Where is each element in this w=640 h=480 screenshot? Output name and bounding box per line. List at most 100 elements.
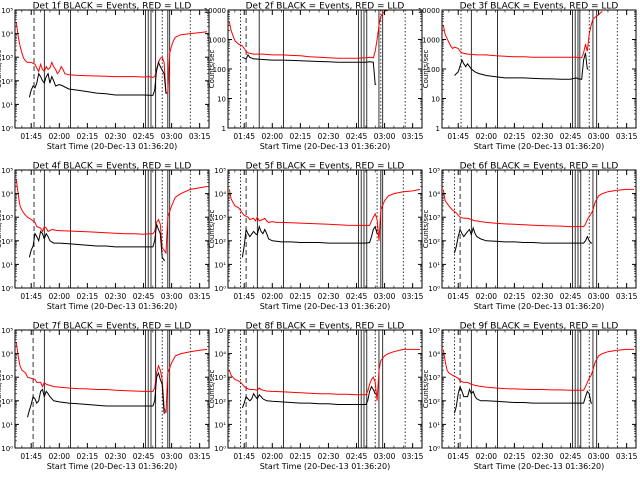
x-tick-label: 02:15 bbox=[77, 132, 99, 141]
x-tick-label: 01:45 bbox=[20, 292, 42, 301]
x-tick-label: 01:45 bbox=[233, 292, 255, 301]
events-series-line bbox=[28, 224, 165, 261]
plot-frame bbox=[441, 169, 637, 289]
panel-title: Det 2f BLACK = Events, RED = LLD bbox=[246, 2, 405, 12]
x-tick-label: 02:45 bbox=[133, 132, 155, 141]
y-tick-label: 10¹ bbox=[428, 421, 440, 429]
events-series-line bbox=[241, 224, 378, 258]
plot-area bbox=[15, 10, 208, 128]
detector-panel-7: Det 7f BLACK = Events, RED = LLD 10⁰ 10¹ 10… bbox=[0, 322, 211, 472]
x-tick-label: 02:45 bbox=[133, 292, 155, 301]
y-tick-label: 10² bbox=[1, 78, 13, 86]
y-tick-label: 10⁰ bbox=[428, 445, 440, 453]
x-tick-label: 02:15 bbox=[290, 452, 312, 461]
y-tick-label: 10³ bbox=[428, 214, 440, 222]
x-tick-label: 02:00 bbox=[261, 292, 283, 301]
y-axis-label: Counts/sec bbox=[422, 50, 430, 89]
detector-panel-2: Det 2f BLACK = Events, RED = LLD 1 10 100 10… bbox=[204, 2, 424, 152]
plot-frame bbox=[227, 169, 423, 289]
y-axis-label: Counts/sec bbox=[0, 50, 3, 89]
y-tick-label: 10⁴ bbox=[428, 191, 440, 199]
y-tick-label: 10⁰ bbox=[1, 445, 13, 453]
y-tick-label: 10⁵ bbox=[1, 327, 13, 335]
y-tick-label: 10² bbox=[214, 398, 226, 406]
x-tick-label: 03:00 bbox=[374, 452, 396, 461]
x-tick-label: 02:45 bbox=[560, 292, 582, 301]
x-axis-label: Start Time (20-Dec-13 01:36:20) bbox=[47, 142, 178, 151]
plot-frame bbox=[14, 329, 210, 449]
x-tick-label: 02:15 bbox=[77, 292, 99, 301]
x-tick-label: 02:15 bbox=[290, 292, 312, 301]
lld-series-line bbox=[15, 342, 208, 414]
x-axis-label: Start Time (20-Dec-13 01:36:20) bbox=[260, 302, 391, 311]
events-series-line bbox=[27, 371, 165, 418]
plot-area bbox=[228, 170, 421, 288]
events-series-line bbox=[241, 385, 377, 409]
x-tick-label: 03:00 bbox=[374, 292, 396, 301]
x-tick-label: 02:00 bbox=[48, 452, 70, 461]
y-tick-label: 10³ bbox=[214, 214, 226, 222]
x-tick-label: 03:15 bbox=[402, 452, 424, 461]
events-series-line bbox=[454, 385, 592, 414]
y-tick-label: 10³ bbox=[428, 374, 440, 382]
x-tick-label: 02:45 bbox=[346, 292, 368, 301]
x-tick-label: 01:45 bbox=[447, 452, 469, 461]
x-tick-label: 02:00 bbox=[475, 452, 497, 461]
x-tick-label: 02:15 bbox=[290, 132, 312, 141]
plot-area bbox=[15, 170, 208, 288]
y-tick-label: 10⁵ bbox=[214, 167, 226, 175]
y-tick-label: 10⁵ bbox=[428, 327, 440, 335]
detector-panel-1: Det 1f BLACK = Events, RED = LLD 10⁰ 10¹ 10… bbox=[0, 2, 211, 152]
y-tick-label: 10⁰ bbox=[1, 125, 13, 133]
x-axis-label: Start Time (20-Dec-13 01:36:20) bbox=[47, 302, 178, 311]
x-tick-label: 02:15 bbox=[504, 292, 526, 301]
panel-title: Det 4f BLACK = Events, RED = LLD bbox=[33, 162, 192, 172]
x-tick-label: 03:15 bbox=[189, 132, 211, 141]
y-tick-label: 10² bbox=[214, 238, 226, 246]
x-tick-label: 02:00 bbox=[48, 292, 70, 301]
x-tick-label: 01:45 bbox=[20, 132, 42, 141]
x-tick-label: 01:45 bbox=[20, 452, 42, 461]
events-series-line bbox=[454, 52, 589, 80]
x-tick-label: 03:00 bbox=[374, 132, 396, 141]
x-tick-label: 02:30 bbox=[532, 452, 554, 461]
panel-title: Det 7f BLACK = Events, RED = LLD bbox=[33, 322, 192, 332]
x-tick-label: 02:30 bbox=[318, 452, 340, 461]
y-tick-label: 10⁰ bbox=[214, 285, 226, 293]
lld-series-line bbox=[15, 179, 208, 255]
detector-panel-3: Det 3f BLACK = Events, RED = LLD 1 10 100 10… bbox=[418, 2, 638, 152]
panel-title: Det 6f BLACK = Events, RED = LLD bbox=[460, 162, 619, 172]
y-tick-label: 10 bbox=[217, 96, 226, 104]
y-axis-label: Counts/sec bbox=[422, 370, 430, 409]
lld-series-line bbox=[228, 188, 421, 241]
plot-frame bbox=[227, 329, 423, 449]
panel-title: Det 5f BLACK = Events, RED = LLD bbox=[246, 162, 405, 172]
y-axis-label: Counts/sec bbox=[208, 210, 216, 249]
y-tick-label: 10⁵ bbox=[1, 7, 13, 15]
plot-area bbox=[228, 330, 421, 448]
x-tick-label: 02:30 bbox=[105, 132, 127, 141]
plot-frame bbox=[14, 9, 210, 129]
x-axis-label: Start Time (20-Dec-13 01:36:20) bbox=[47, 462, 178, 471]
y-tick-label: 10⁰ bbox=[214, 445, 226, 453]
x-tick-label: 02:45 bbox=[560, 452, 582, 461]
x-tick-label: 01:45 bbox=[233, 452, 255, 461]
y-tick-label: 1 bbox=[222, 125, 226, 133]
lld-series-line bbox=[228, 348, 421, 401]
panel-title: Det 3f BLACK = Events, RED = LLD bbox=[460, 2, 619, 12]
x-tick-label: 02:00 bbox=[48, 132, 70, 141]
y-tick-label: 10¹ bbox=[1, 421, 13, 429]
x-tick-label: 02:00 bbox=[261, 452, 283, 461]
x-axis-label: Start Time (20-Dec-13 01:36:20) bbox=[260, 462, 391, 471]
y-tick-label: 10⁴ bbox=[1, 191, 13, 199]
y-tick-label: 10² bbox=[1, 238, 13, 246]
x-tick-label: 01:45 bbox=[447, 292, 469, 301]
x-tick-label: 03:15 bbox=[402, 132, 424, 141]
plot-frame bbox=[14, 169, 210, 289]
y-tick-label: 10⁴ bbox=[1, 351, 13, 359]
y-tick-label: 10³ bbox=[1, 54, 13, 62]
detector-panel-4: Det 4f BLACK = Events, RED = LLD 10⁰ 10¹ 10… bbox=[0, 162, 211, 312]
y-tick-label: 10 bbox=[431, 96, 440, 104]
x-tick-label: 02:15 bbox=[504, 452, 526, 461]
